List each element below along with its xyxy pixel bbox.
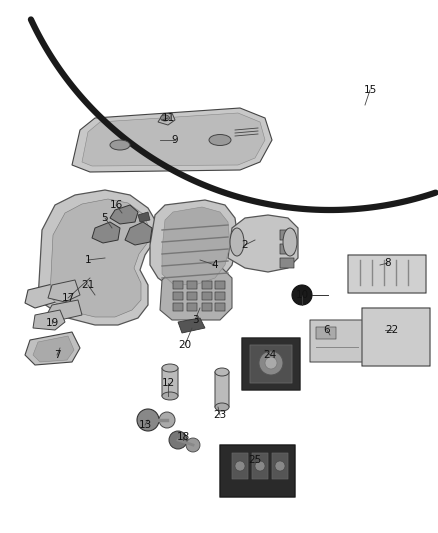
FancyBboxPatch shape <box>280 258 294 268</box>
Ellipse shape <box>215 368 229 376</box>
FancyBboxPatch shape <box>162 368 178 396</box>
FancyBboxPatch shape <box>187 292 197 300</box>
FancyBboxPatch shape <box>173 281 183 289</box>
FancyBboxPatch shape <box>310 320 365 362</box>
Text: 11: 11 <box>161 113 175 123</box>
FancyBboxPatch shape <box>202 292 212 300</box>
Polygon shape <box>158 113 175 125</box>
Text: 2: 2 <box>242 240 248 250</box>
FancyBboxPatch shape <box>173 292 183 300</box>
Text: 5: 5 <box>102 213 108 223</box>
FancyBboxPatch shape <box>242 338 300 390</box>
FancyBboxPatch shape <box>280 244 294 254</box>
Text: 16: 16 <box>110 200 123 210</box>
Text: 22: 22 <box>385 325 399 335</box>
Polygon shape <box>160 268 232 320</box>
Ellipse shape <box>162 364 178 372</box>
FancyBboxPatch shape <box>348 255 426 293</box>
Circle shape <box>292 285 312 305</box>
Ellipse shape <box>283 228 297 256</box>
Polygon shape <box>178 318 205 333</box>
Polygon shape <box>50 199 148 317</box>
Polygon shape <box>82 113 265 166</box>
Ellipse shape <box>160 115 170 121</box>
Circle shape <box>265 357 277 369</box>
Polygon shape <box>46 300 82 320</box>
Ellipse shape <box>230 228 244 256</box>
Polygon shape <box>138 212 150 222</box>
Text: 17: 17 <box>61 293 74 303</box>
FancyBboxPatch shape <box>173 303 183 311</box>
FancyBboxPatch shape <box>250 345 292 383</box>
Polygon shape <box>162 207 230 285</box>
Polygon shape <box>25 265 138 308</box>
Text: 23: 23 <box>213 410 226 420</box>
Polygon shape <box>25 332 80 365</box>
Circle shape <box>159 412 175 428</box>
Circle shape <box>275 461 285 471</box>
Ellipse shape <box>209 134 231 146</box>
FancyBboxPatch shape <box>187 281 197 289</box>
Circle shape <box>255 461 265 471</box>
FancyBboxPatch shape <box>215 303 225 311</box>
Circle shape <box>169 431 187 449</box>
Text: 3: 3 <box>192 315 198 325</box>
Polygon shape <box>72 108 272 172</box>
Text: 18: 18 <box>177 432 190 442</box>
Text: 10: 10 <box>296 290 308 300</box>
Polygon shape <box>38 190 155 325</box>
Circle shape <box>137 409 159 431</box>
FancyBboxPatch shape <box>202 303 212 311</box>
FancyBboxPatch shape <box>316 327 336 339</box>
Text: 25: 25 <box>248 455 261 465</box>
Circle shape <box>186 438 200 452</box>
FancyBboxPatch shape <box>215 372 229 407</box>
Text: 15: 15 <box>364 85 377 95</box>
Text: 7: 7 <box>54 350 60 360</box>
Text: 21: 21 <box>81 280 95 290</box>
Text: 24: 24 <box>263 350 277 360</box>
FancyBboxPatch shape <box>220 445 295 497</box>
FancyBboxPatch shape <box>215 281 225 289</box>
Text: 6: 6 <box>324 325 330 335</box>
Text: 8: 8 <box>385 258 391 268</box>
Ellipse shape <box>110 140 130 150</box>
Polygon shape <box>33 336 74 362</box>
Polygon shape <box>48 280 80 302</box>
FancyBboxPatch shape <box>280 230 294 240</box>
FancyBboxPatch shape <box>215 292 225 300</box>
Polygon shape <box>92 222 120 243</box>
Polygon shape <box>125 222 152 245</box>
Circle shape <box>259 351 283 375</box>
Polygon shape <box>110 205 138 224</box>
Text: 13: 13 <box>138 420 152 430</box>
Text: 1: 1 <box>85 255 91 265</box>
Polygon shape <box>33 310 65 330</box>
Text: 20: 20 <box>178 340 191 350</box>
FancyBboxPatch shape <box>232 453 248 479</box>
FancyBboxPatch shape <box>187 303 197 311</box>
FancyBboxPatch shape <box>362 308 430 366</box>
Polygon shape <box>150 200 238 290</box>
Text: 19: 19 <box>46 318 59 328</box>
Ellipse shape <box>215 403 229 411</box>
Text: 4: 4 <box>212 260 218 270</box>
FancyBboxPatch shape <box>202 281 212 289</box>
Circle shape <box>235 461 245 471</box>
Text: 9: 9 <box>172 135 178 145</box>
FancyBboxPatch shape <box>252 453 268 479</box>
Ellipse shape <box>162 392 178 400</box>
Polygon shape <box>228 215 298 272</box>
Text: 12: 12 <box>161 378 175 388</box>
FancyBboxPatch shape <box>272 453 288 479</box>
